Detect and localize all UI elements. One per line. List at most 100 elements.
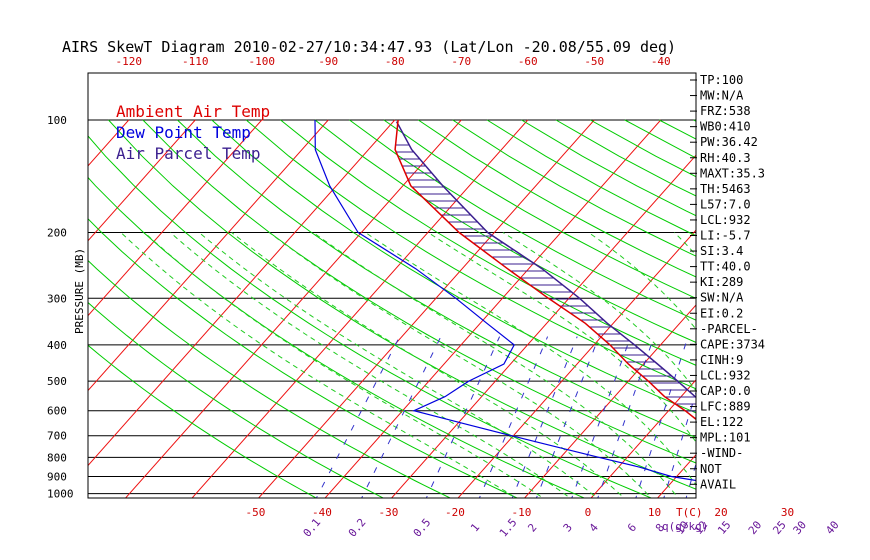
index-label: MW:N/A: [700, 89, 744, 103]
dry-adiabat-line: [452, 119, 696, 257]
isotherm-line: [88, 119, 196, 242]
pressure-tick-label: 900: [47, 471, 67, 484]
dry-adiabat-line: [142, 119, 696, 464]
moist-adiabat-line: [588, 232, 696, 331]
isotherm-line: [787, 120, 870, 502]
pressure-tick-label: 600: [47, 405, 67, 418]
moist-adiabat-line: [144, 232, 544, 498]
index-label: NOT: [700, 462, 722, 476]
mixing-ratio-line: [511, 336, 578, 498]
index-label: LCL:932: [700, 368, 751, 382]
index-label: EI:0.2: [700, 306, 743, 320]
dewpoint-line: [314, 119, 696, 482]
bottom-temperature-tick: 20: [714, 506, 727, 519]
bottom-temperature-tick: -40: [312, 506, 332, 519]
index-label: LCL:932: [700, 213, 751, 227]
isotherm-line: [88, 119, 130, 167]
dry-adiabat-line: [349, 119, 696, 321]
pressure-tick-label: 100: [47, 114, 67, 127]
dry-adiabat-line: [211, 119, 696, 414]
mixing-ratio-tick: 1: [468, 521, 482, 534]
index-label: SW:N/A: [700, 291, 744, 305]
y-axis-label: PRESSURE (MB): [73, 248, 86, 334]
mixing-ratio-tick: 0.1: [301, 516, 324, 540]
index-label: RH:40.3: [700, 151, 751, 165]
index-label: KI:289: [700, 275, 743, 289]
mixing-ratio-line: [803, 337, 837, 502]
background-grid: [0, 119, 870, 502]
dry-adiabat-line: [88, 259, 452, 498]
isotherm-line: [523, 304, 696, 498]
mixing-ratio-tick: 4: [587, 521, 601, 535]
moist-adiabat-line: [268, 232, 652, 498]
top-temperature-tick: -90: [318, 55, 338, 68]
plot-frame: [87, 72, 697, 499]
isotherm-line: [324, 119, 662, 498]
index-label: FRZ:538: [700, 104, 751, 118]
mixing-ratio-tick: 6: [625, 521, 639, 534]
legend-entry: Ambient Air Temp: [116, 102, 270, 121]
index-label: EL:122: [700, 415, 743, 429]
dry-adiabat-line: [177, 119, 696, 439]
dry-adiabat-line: [108, 119, 696, 490]
index-label: -PARCEL-: [700, 322, 758, 336]
index-label: CINH:9: [700, 353, 743, 367]
isotherm-line: [88, 119, 396, 467]
pressure-tick-label: 800: [47, 451, 67, 464]
top-temperature-tick: -80: [385, 55, 405, 68]
mixing-ratio-line: [571, 336, 632, 498]
pressure-tick-label: 1000: [47, 488, 74, 501]
cape-hatching: [395, 144, 696, 419]
mixing-ratio-line: [782, 337, 819, 502]
dry-adiabat-line: [314, 119, 696, 344]
mixing-ratio-tick: 40: [823, 518, 841, 537]
index-label: TT:40.0: [700, 260, 751, 274]
dry-adiabat-line: [88, 176, 586, 498]
mixing-ratio-tick: 25: [770, 518, 788, 537]
index-label: L57:7.0: [700, 197, 751, 211]
top-temperature-tick: -110: [182, 55, 209, 68]
index-label: TH:5463: [700, 182, 751, 196]
mixing-ratio-line: [597, 336, 655, 498]
dry-adiabat-line: [245, 119, 696, 390]
isotherm-line: [124, 119, 462, 498]
chart-title: AIRS SkewT Diagram 2010-02-27/10:34:47.9…: [62, 38, 676, 56]
isotherm-line: [854, 120, 870, 502]
isotherm-line: [0, 120, 62, 502]
index-label: LFC:889: [700, 400, 751, 414]
index-label: CAPE:3734: [700, 337, 765, 351]
parcel-line: [395, 121, 696, 399]
isotherm-line: [88, 119, 263, 317]
dry-adiabat-line: [88, 218, 519, 498]
moist-adiabat-line: [748, 233, 841, 502]
moist-adiabat-line: [427, 232, 696, 443]
mixing-ratio-line: [478, 336, 549, 498]
bottom-temperature-unit: T(C): [676, 506, 703, 519]
isotherm-line: [191, 119, 529, 498]
index-label: MAXT:35.3: [700, 166, 765, 180]
pressure-tick-label: 400: [47, 339, 67, 352]
top-temperature-tick: -120: [116, 55, 143, 68]
index-label: WB0:410: [700, 120, 751, 134]
mixing-ratio-line: [535, 336, 600, 498]
top-temperature-tick: -60: [518, 55, 538, 68]
dry-adiabat-line: [280, 119, 696, 366]
top-temperature-tick: -40: [651, 55, 671, 68]
mixing-ratio-tick: 3: [561, 521, 575, 534]
top-temperature-tick: -50: [584, 55, 604, 68]
bottom-temperature-tick: -30: [379, 506, 399, 519]
bottom-temperature-tick: -50: [246, 506, 266, 519]
isotherm-line: [88, 119, 329, 392]
mixing-ratio-line: [635, 336, 689, 498]
mixing-ratio-tick: 1.5: [497, 516, 520, 540]
dry-adiabat-line: [88, 344, 318, 498]
temperature-line: [394, 119, 696, 421]
dry-adiabat-line: [418, 119, 696, 278]
bottom-temperature-tick: 0: [585, 506, 592, 519]
index-label: -WIND-: [700, 446, 743, 460]
pressure-tick-label: 200: [47, 226, 67, 239]
mixing-ratio-tick: 0.2: [346, 516, 369, 540]
moist-adiabat-line: [502, 232, 696, 392]
moist-adiabat-line: [169, 232, 571, 498]
